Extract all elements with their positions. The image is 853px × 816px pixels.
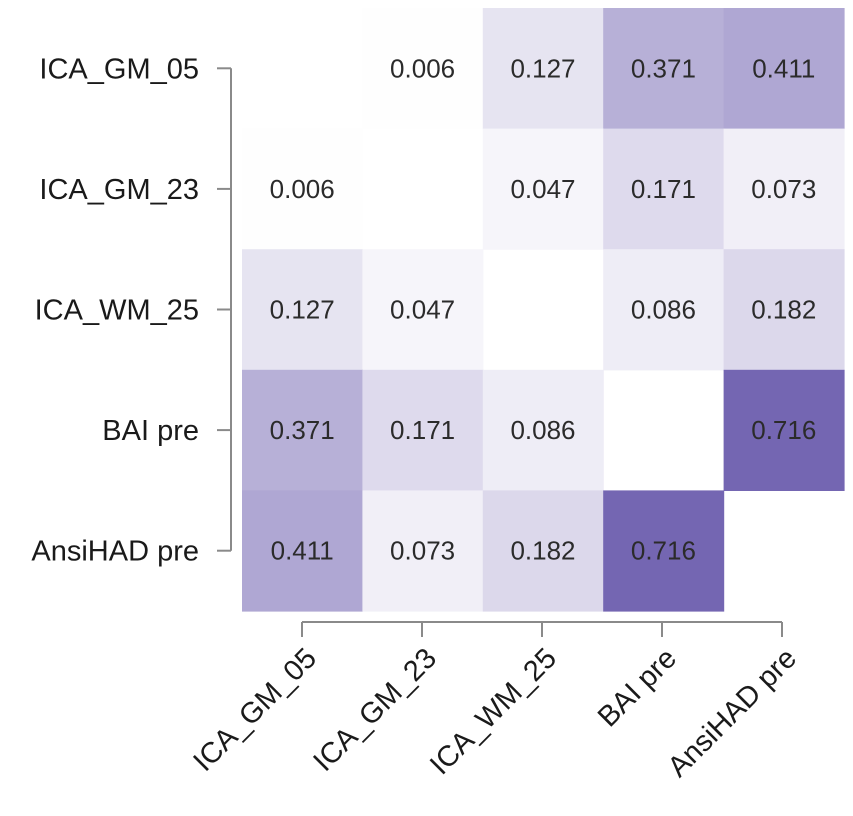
x-tick-label: ICA_WM_25 [424,642,563,781]
y-tick-label: BAI pre [102,415,199,447]
x-tick-label: ICA_GM_23 [307,642,442,777]
cell-value-label: 0.047 [390,295,455,325]
cell-value-label: 0.047 [510,174,575,204]
cell-value-label: 0.411 [271,536,334,566]
x-tick-label: ICA_GM_05 [187,642,322,777]
cell-value-label: 0.073 [751,174,816,204]
cell-value-label: 0.086 [631,295,696,325]
heatmap-cell-labels: 0.006 0.127 0.371 0.411 0.006 0.047 0.171 0.073… [270,53,817,565]
cell-value-label: 0.182 [510,536,575,566]
cell-value-label: 0.182 [751,295,816,325]
y-tick-label: ICA_WM_25 [35,295,199,327]
cell-value-label: 0.127 [510,53,575,83]
heatmap-cell-r0-c2 [482,8,604,130]
heatmap-cell-r3-c0 [242,369,363,491]
cell-value-label: 0.086 [510,415,575,445]
cell-value-label: 0.371 [270,415,335,445]
heatmap-cell-r1-c3 [603,128,725,250]
heatmap-cell-r1-c0 [242,128,363,250]
heatmap-cell-r2-c4 [723,249,845,371]
cell-value-label: 0.716 [631,536,696,566]
cell-value-label: 0.411 [752,53,815,83]
heatmap-cell-r3-c1 [362,369,484,491]
heatmap-cell-r2-c1 [362,249,484,371]
cell-value-label: 0.006 [390,53,455,83]
heatmap-cells [242,8,845,612]
cell-value-label: 0.171 [631,174,696,204]
heatmap-cell-r1-c4 [723,128,845,250]
heatmap-cell-r2-c3 [603,249,725,371]
x-tick-label: BAI pre [592,642,683,733]
heatmap-cell-r4-c1 [362,490,484,612]
heatmap-cell-r0-c3 [603,8,725,130]
heatmap-cell-r4-c3 [603,490,725,612]
cell-value-label: 0.127 [270,295,335,325]
heatmap-cell-r2-c0 [242,249,363,371]
heatmap-cell-r3-c4 [723,369,845,491]
cell-value-label: 0.171 [390,415,455,445]
y-tick-label: ICA_GM_05 [39,53,199,85]
cell-value-label: 0.006 [270,174,335,204]
heatmap-cell-r1-c2 [482,128,604,250]
cell-value-label: 0.716 [751,415,816,445]
heatmap-cell-r0-c1 [362,8,484,130]
cell-value-label: 0.371 [631,53,696,83]
y-axis: ICA_GM_05 ICA_GM_23 ICA_WM_25 BAI pre AnsiHA… [31,53,232,568]
x-tick-label: AnsiHAD pre [662,642,803,783]
heatmap-cell-r3-c2 [482,369,604,491]
y-tick-label: AnsiHAD pre [31,536,199,568]
cell-value-label: 0.073 [390,536,455,566]
y-tick-label: ICA_GM_23 [39,174,199,206]
heatmap-cell-r4-c0 [242,490,363,612]
heatmap-cell-r0-c4 [723,8,845,130]
heatmap-cell-r4-c2 [482,490,604,612]
